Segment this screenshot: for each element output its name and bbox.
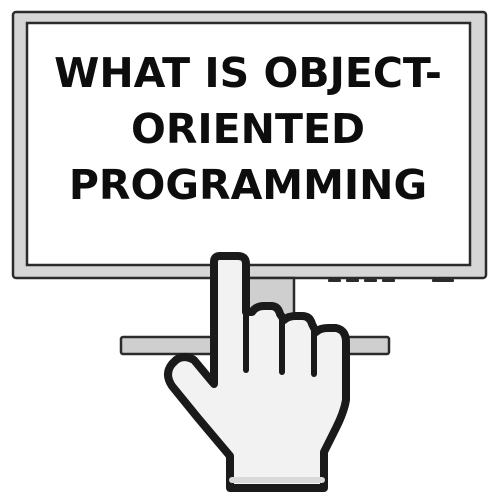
pointing-hand-cursor-icon: [164, 252, 350, 492]
headline-line-2: ORIENTED: [130, 105, 365, 153]
headline-line-1: WHAT IS OBJECT-: [54, 49, 442, 97]
monitor-screen: [25, 21, 472, 267]
headline: WHAT IS OBJECT- ORIENTED PROGRAMMING: [29, 45, 467, 213]
monitor-buttons: [328, 279, 454, 282]
headline-line-3: PROGRAMMING: [68, 161, 428, 209]
